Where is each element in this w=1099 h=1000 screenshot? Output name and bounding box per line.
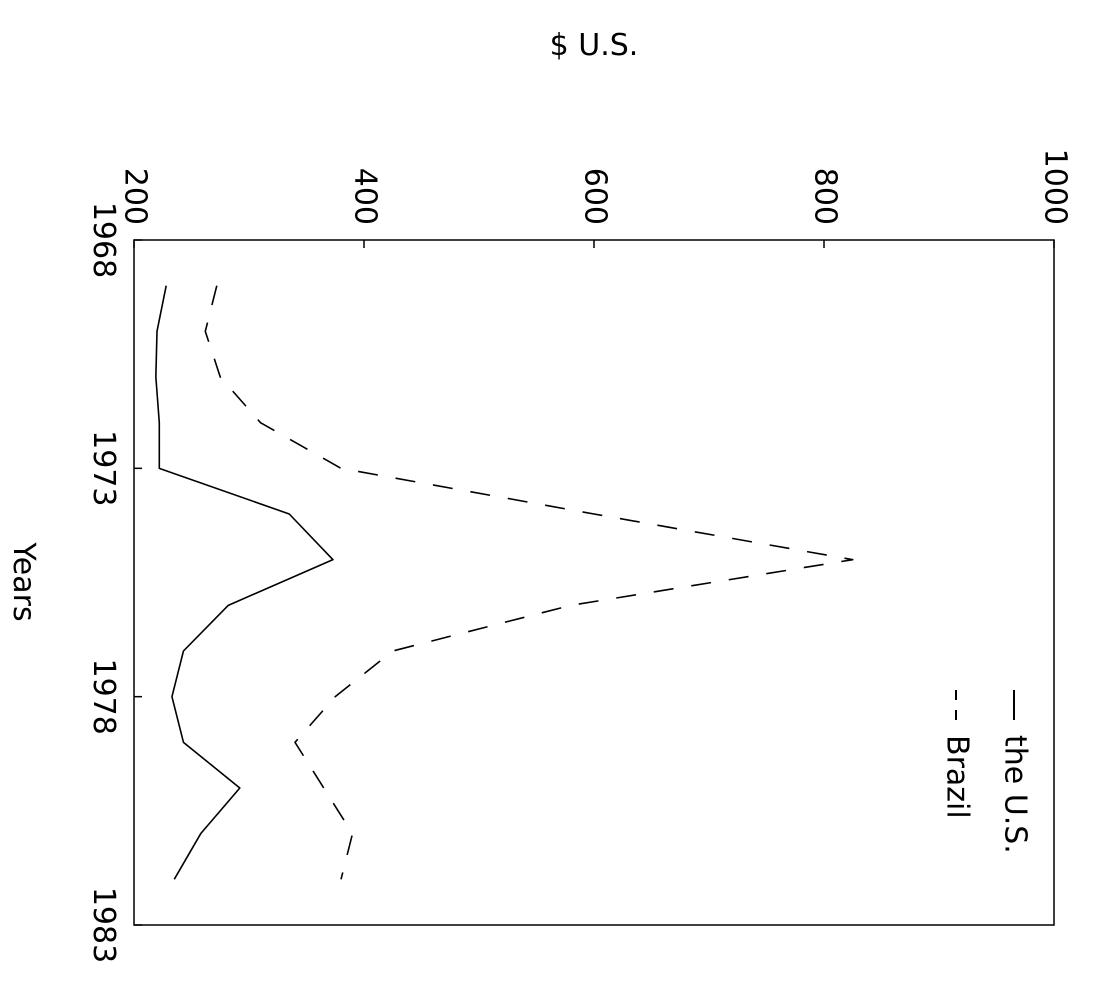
x-axis-title: Years [6, 541, 41, 621]
x-tick-label: 1968 [86, 202, 121, 278]
series-line-the-u-s [155, 285, 334, 880]
y-axis-title: $ U.S. [550, 28, 639, 63]
y-tick-label: 600 [578, 168, 613, 225]
x-axis: 1968 1973 1978 1983 [86, 202, 142, 963]
series-layer [155, 285, 854, 880]
legend-label: Brazil [940, 735, 975, 819]
legend-label: the U.S. [998, 735, 1033, 854]
x-tick-label: 1978 [86, 658, 121, 734]
legend: the U.S. Brazil [940, 690, 1033, 854]
plot-frame [133, 239, 1055, 926]
x-tick-label: 1973 [86, 430, 121, 506]
y-tick-label: 1000 [1038, 149, 1073, 225]
x-tick-label: 1983 [86, 887, 121, 963]
y-tick-label: 200 [118, 168, 153, 225]
y-axis: 200 400 600 800 1000 [118, 149, 1073, 248]
y-tick-label: 800 [808, 168, 843, 225]
rotated-plot-group: 1968 1973 1978 1983 200 400 600 800 1000 the U.… [6, 28, 1073, 963]
series-line-brazil [204, 285, 854, 880]
y-tick-label: 400 [348, 168, 383, 225]
